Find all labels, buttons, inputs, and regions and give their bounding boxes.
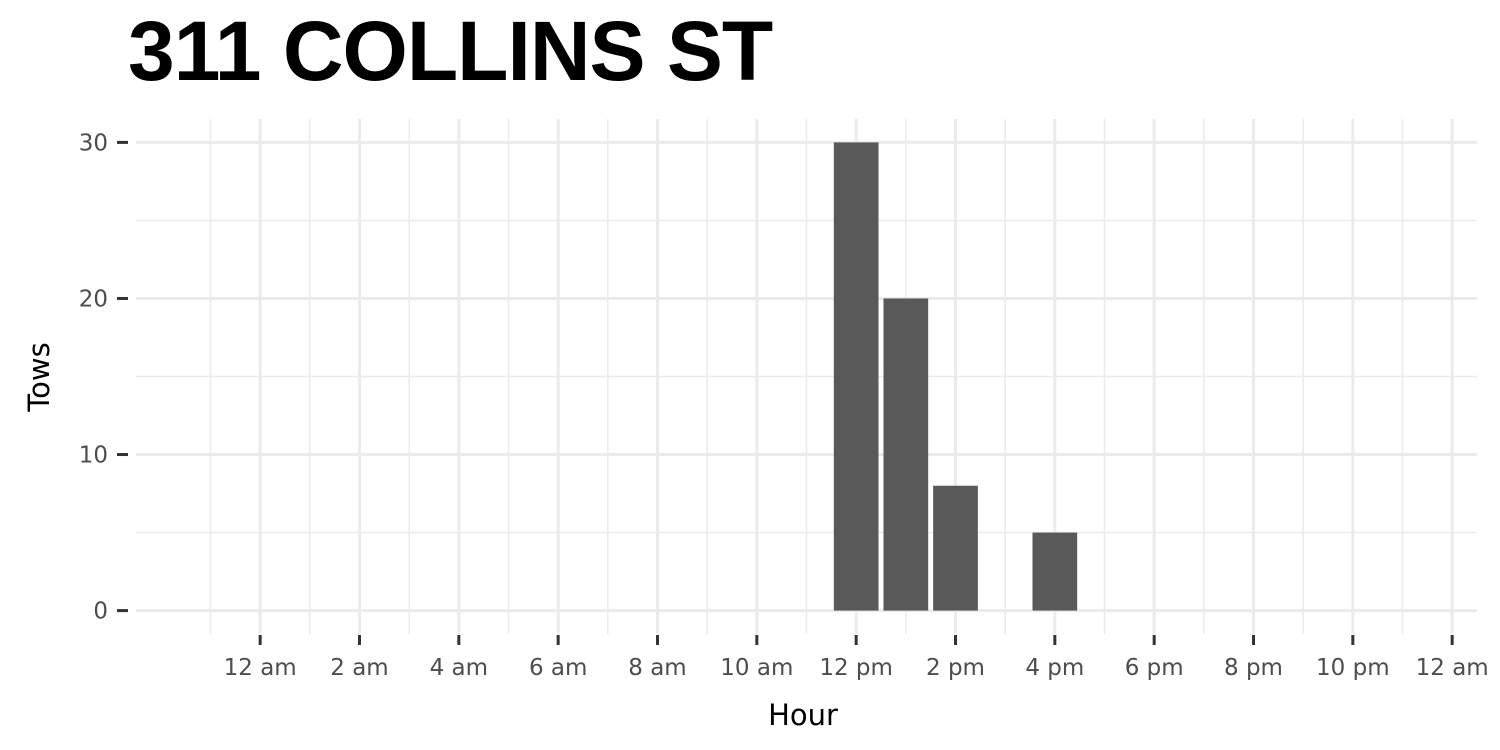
x-tick-label: 4 am [430, 655, 488, 681]
y-tick-label: 10 [79, 443, 108, 469]
y-axis-title: Tows [22, 342, 56, 412]
x-tick-label: 10 am [720, 655, 793, 681]
x-tick-label: 6 pm [1125, 655, 1184, 681]
x-tick-label: 8 pm [1224, 655, 1283, 681]
chart-title: 311 COLLINS ST [128, 4, 773, 98]
x-tick-label: 12 am [1416, 655, 1489, 681]
y-axis: 0 10 20 30 [79, 130, 128, 625]
x-tick-label: 10 pm [1316, 655, 1390, 681]
x-tick-label: 12 pm [819, 655, 893, 681]
x-axis: 12 am 2 am 4 am 6 am 8 am 10 am 12 pm 2 pm 4 pm 6… [224, 635, 1489, 681]
x-tick-label: 4 pm [1025, 655, 1084, 681]
y-tick-label: 30 [79, 130, 108, 156]
bar [933, 485, 978, 611]
x-tick-label: 12 am [224, 655, 297, 681]
y-tick-label: 0 [93, 599, 108, 625]
x-tick-label: 2 pm [926, 655, 985, 681]
bar [1032, 532, 1078, 611]
x-tick-label: 6 am [529, 655, 587, 681]
x-tick-label: 2 am [330, 655, 388, 681]
x-tick-label: 8 am [628, 655, 686, 681]
bar [833, 142, 879, 611]
x-axis-title: Hour [768, 698, 838, 732]
bars [833, 142, 1078, 611]
bar [883, 298, 929, 611]
y-tick-label: 20 [79, 286, 108, 312]
